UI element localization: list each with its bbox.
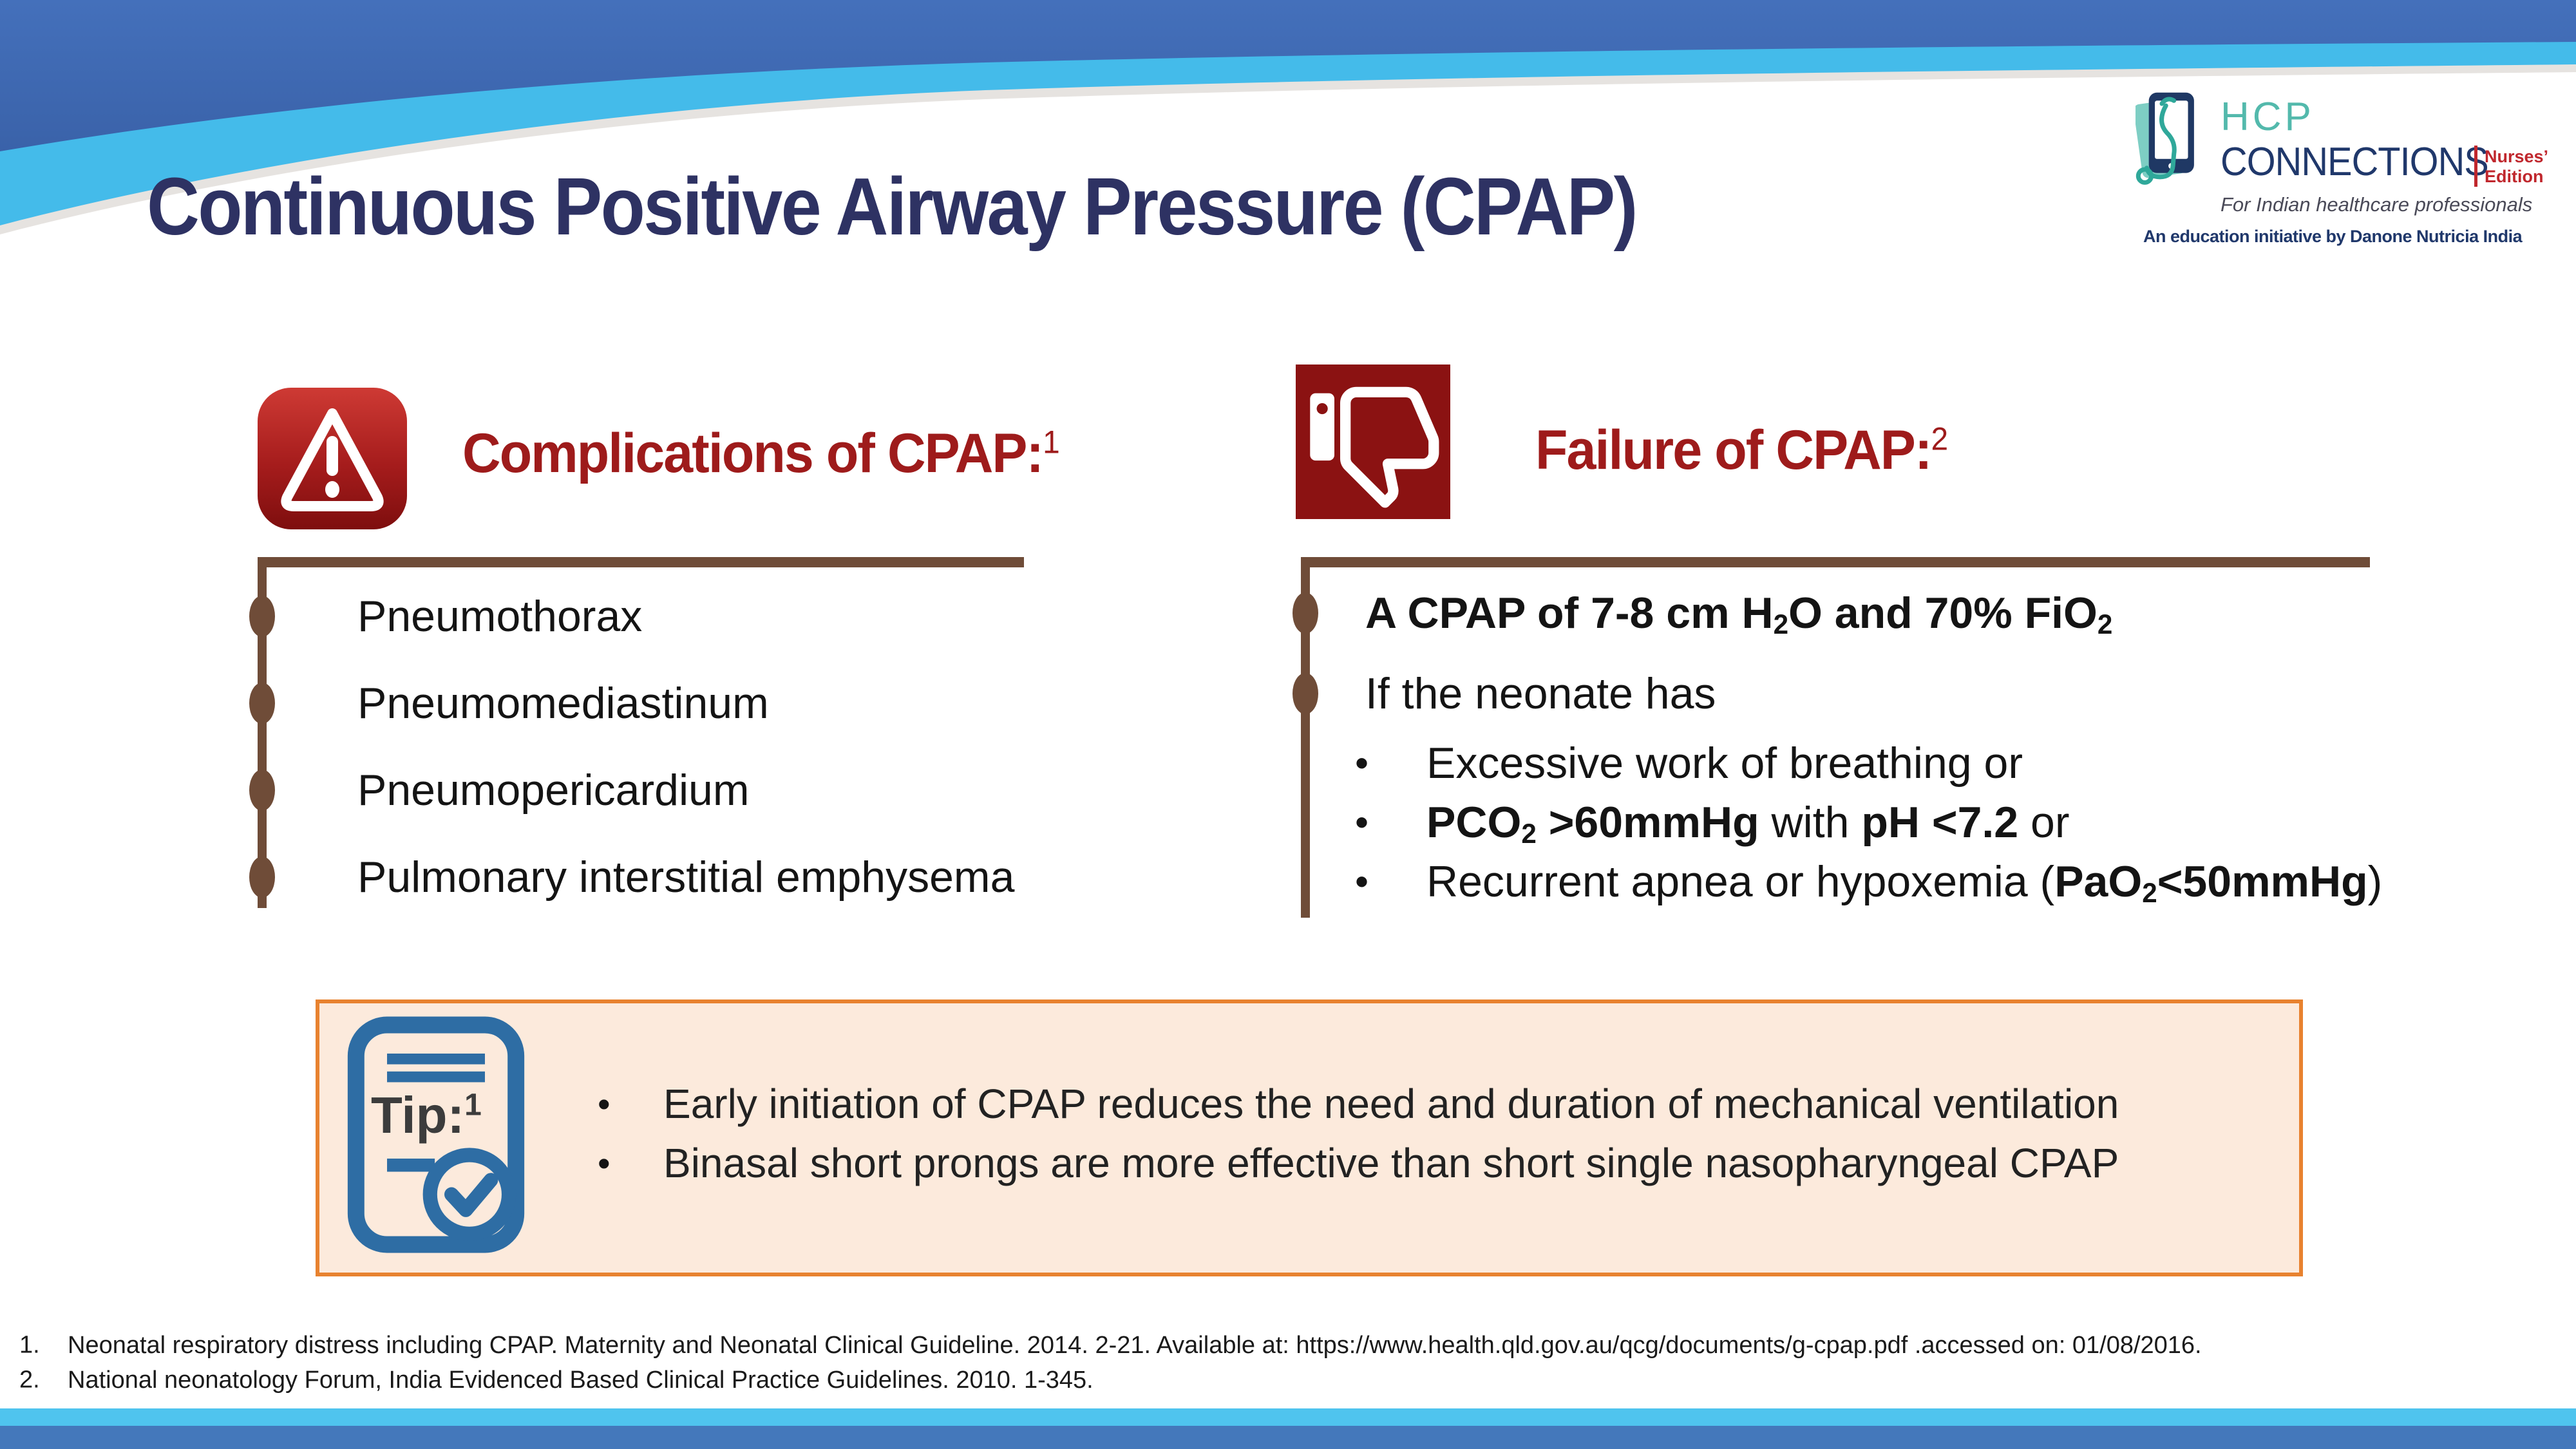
logo-edition-text: Nurses’ Edition xyxy=(2485,147,2548,187)
dot-bullet: • xyxy=(1355,860,1369,904)
top-banner-wave xyxy=(0,0,2576,234)
complications-frame: Pneumothorax Pneumomediastinum Pneumoperic… xyxy=(249,557,1024,908)
failure-item: If the neonate has xyxy=(1293,653,2370,734)
dot-bullet: • xyxy=(598,1142,611,1184)
logo-connections-text: CONNECTIONS xyxy=(2221,140,2489,184)
complication-item: Pneumomediastinum xyxy=(249,659,1024,746)
failure-heading: Failure of CPAP:2 xyxy=(1535,419,1949,482)
tip-item: • Early initiation of CPAP reduces the ne… xyxy=(592,1074,2293,1133)
complications-heading-ref: 1 xyxy=(1043,424,1060,460)
complications-list: Pneumothorax Pneumomediastinum Pneumoperic… xyxy=(249,573,1024,920)
complications-heading: Complications of CPAP:1 xyxy=(462,422,1060,486)
oval-bullet-marker xyxy=(1293,592,1318,634)
failure-subitem-text: Excessive work of breathing or xyxy=(1426,739,2023,788)
failure-item-text: A CPAP of 7-8 cm H2O and 70% FiO2 xyxy=(1365,588,2113,639)
failure-heading-text: Failure of CPAP: xyxy=(1535,419,1932,481)
failure-item-text: If the neonate has xyxy=(1365,668,1716,718)
tip-list: • Early initiation of CPAP reduces the ne… xyxy=(592,1074,2293,1193)
complication-item-text: Pneumomediastinum xyxy=(357,678,769,728)
failure-item: A CPAP of 7-8 cm H2O and 70% FiO2 xyxy=(1293,573,2370,653)
wave-dark-band xyxy=(0,0,2576,151)
reference-item-text: Neonatal respiratory distress including … xyxy=(68,1331,2202,1359)
reference-item: 2. National neonatology Forum, India Evid… xyxy=(19,1363,2415,1397)
tip-item: • Binasal short prongs are more effective… xyxy=(592,1133,2293,1193)
oval-bullet-marker xyxy=(249,595,275,637)
tip-label: Tip:1 xyxy=(371,1086,482,1145)
logo-edition-line2: Edition xyxy=(2485,167,2544,186)
oval-bullet-marker xyxy=(249,682,275,724)
failure-main-list: A CPAP of 7-8 cm H2O and 70% FiO2 If the … xyxy=(1293,573,2370,734)
failure-subitem: • Recurrent apnea or hypoxemia (PaO2<50mm… xyxy=(1310,852,2382,911)
dot-bullet: • xyxy=(1355,800,1369,844)
logo-edition-line1: Nurses’ xyxy=(2485,147,2549,166)
oval-bullet-marker xyxy=(1293,672,1318,714)
tip-item-text: Early initiation of CPAP reduces the nee… xyxy=(663,1081,2119,1127)
warning-icon xyxy=(258,388,407,529)
thumbs-down-icon xyxy=(1296,365,1450,519)
dot-bullet: • xyxy=(1355,741,1369,785)
reference-item-text: National neonatology Forum, India Eviden… xyxy=(68,1366,1094,1394)
failure-subitem-text: PCO2 >60mmHg with pH <7.2 or xyxy=(1426,798,2070,849)
oval-bullet-marker xyxy=(249,769,275,811)
logo-tagline: For Indian healthcare professionals xyxy=(2221,193,2533,216)
tip-item-text: Binasal short prongs are more effective … xyxy=(663,1140,2119,1186)
complication-item: Pneumothorax xyxy=(249,573,1024,659)
reference-number: 2. xyxy=(19,1366,40,1394)
complication-item: Pneumopericardium xyxy=(249,746,1024,833)
dot-bullet: • xyxy=(598,1083,611,1124)
complication-item-text: Pulmonary interstitial emphysema xyxy=(357,852,1015,902)
complications-heading-text: Complications of CPAP: xyxy=(462,422,1044,484)
tablet-stethoscope-icon xyxy=(2136,92,2194,185)
logo-initiative: An education initiative by Danone Nutric… xyxy=(2143,227,2523,246)
reference-item: 1. Neonatal respiratory distress includin… xyxy=(19,1328,2415,1363)
failure-frame: A CPAP of 7-8 cm H2O and 70% FiO2 If the … xyxy=(1293,557,2382,918)
tip-box xyxy=(316,999,2303,1276)
footer-dark-bar xyxy=(0,1426,2576,1449)
failure-sub-list: • Excessive work of breathing or • PCO2 >60… xyxy=(1310,734,2382,911)
tip-clipboard-icon xyxy=(347,1016,525,1253)
tip-label-text: Tip: xyxy=(371,1086,465,1144)
failure-heading-ref: 2 xyxy=(1931,421,1949,457)
references-list: 1. Neonatal respiratory distress includin… xyxy=(19,1328,2415,1397)
reference-number: 1. xyxy=(19,1331,40,1359)
failure-subitem-text: Recurrent apnea or hypoxemia (PaO2<50mmH… xyxy=(1426,857,2383,909)
footer-light-bar xyxy=(0,1408,2576,1426)
complication-item-text: Pneumothorax xyxy=(357,591,643,641)
oval-bullet-marker xyxy=(249,856,275,898)
failure-subitem: • PCO2 >60mmHg with pH <7.2 or xyxy=(1310,793,2370,852)
page-title: Continuous Positive Airway Pressure (CPA… xyxy=(147,161,1638,252)
tip-label-ref: 1 xyxy=(464,1088,482,1122)
logo-hcp-text: HCP xyxy=(2221,95,2315,139)
failure-subitem: • Excessive work of breathing or xyxy=(1310,734,2370,793)
complication-item: Pulmonary interstitial emphysema xyxy=(249,833,1024,920)
logo-divider xyxy=(2474,146,2477,187)
complication-item-text: Pneumopericardium xyxy=(357,765,750,815)
